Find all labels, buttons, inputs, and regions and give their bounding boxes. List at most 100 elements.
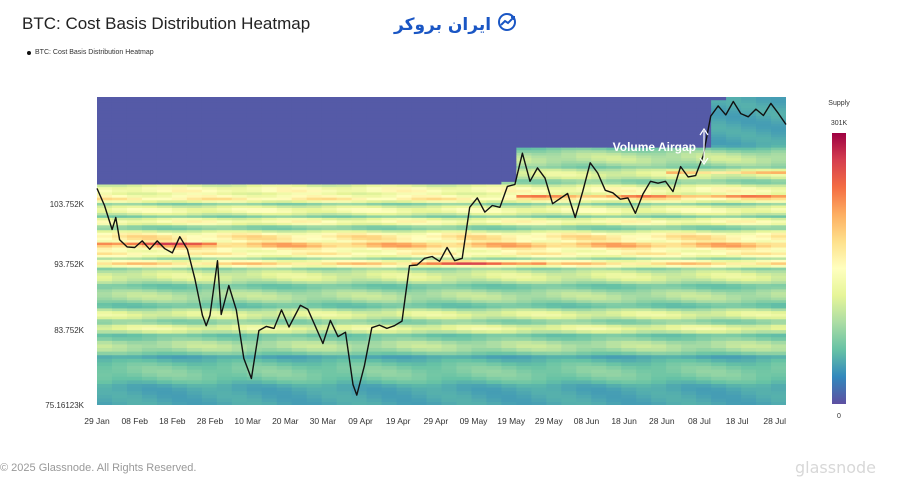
heatmap-cell: [711, 110, 727, 114]
heatmap-cell: [426, 361, 443, 367]
heatmap-cell: [336, 123, 353, 127]
heatmap-cell: [336, 390, 353, 395]
heatmap-cell: [726, 186, 742, 190]
heatmap-cell: [97, 110, 113, 114]
heatmap-cell: [591, 365, 607, 370]
heatmap-cell: [246, 183, 263, 188]
heatmap-cell: [456, 133, 473, 138]
heatmap-cell: [186, 244, 203, 248]
heatmap-cell: [111, 110, 128, 114]
heatmap-cell: [381, 354, 398, 359]
heatmap-cell: [576, 219, 592, 223]
heatmap-cell: [756, 115, 772, 119]
heatmap-cell: [486, 202, 503, 206]
heatmap-cell: [276, 112, 293, 117]
heatmap-cell: [141, 128, 158, 132]
heatmap-cell: [156, 275, 173, 279]
heatmap-cell: [486, 264, 503, 268]
heatmap-cell: [306, 313, 323, 317]
heatmap-cell: [711, 242, 727, 246]
heatmap-cell: [381, 277, 398, 282]
heatmap-cell: [666, 102, 682, 106]
heatmap-cell: [381, 291, 398, 295]
heatmap-cell: [411, 264, 428, 268]
heatmap-cell: [441, 321, 458, 325]
heatmap-cell: [561, 288, 577, 293]
heatmap-cell: [741, 318, 757, 323]
heatmap-cell: [231, 246, 248, 251]
heatmap-cell: [576, 162, 592, 167]
heatmap-cell: [396, 249, 413, 253]
heatmap-cell: [186, 336, 203, 341]
heatmap-cell: [291, 376, 308, 381]
heatmap-cell: [111, 104, 128, 109]
heatmap-cell: [711, 387, 727, 392]
heatmap-cell: [141, 165, 158, 169]
heatmap-cell: [336, 305, 353, 309]
heatmap-cell: [366, 256, 383, 260]
heatmap-cell: [651, 275, 667, 279]
heatmap-cell: [501, 202, 517, 206]
heatmap-cell: [531, 99, 547, 103]
series-legend[interactable]: BTC: Cost Basis Distribution Heatmap: [27, 49, 154, 56]
heatmap-cell: [246, 219, 263, 223]
heatmap-cell: [156, 336, 173, 341]
heatmap-cell: [501, 336, 517, 341]
heatmap-cell: [306, 275, 323, 279]
heatmap-cell: [321, 115, 338, 119]
heatmap-cell: [666, 165, 682, 169]
heatmap-cell: [261, 246, 278, 251]
heatmap-cell: [696, 329, 712, 334]
heatmap-cell: [321, 125, 338, 130]
heatmap-cell: [741, 283, 757, 287]
heatmap-cell: [756, 120, 772, 124]
heatmap-cell: [591, 118, 607, 122]
heatmap-cell: [621, 267, 637, 271]
heatmap-cell: [231, 387, 248, 392]
heatmap-cell: [576, 244, 592, 248]
heatmap-cell: [681, 318, 697, 323]
heatmap-cell: [276, 224, 293, 228]
heatmap-cell: [456, 194, 473, 198]
heatmap-cell: [441, 286, 458, 290]
heatmap-cell: [306, 336, 323, 341]
heatmap-cell: [141, 379, 158, 385]
heatmap-cell: [456, 329, 473, 334]
heatmap-cell: [621, 351, 637, 356]
heatmap-cell: [201, 251, 218, 255]
heatmap-cell: [681, 178, 697, 182]
heatmap-cell: [201, 305, 218, 309]
heatmap-cell: [291, 183, 308, 188]
heatmap-cell: [231, 170, 248, 174]
heatmap-cell: [486, 244, 503, 248]
heatmap-cell: [606, 147, 622, 151]
heatmap-cell: [261, 194, 278, 198]
heatmap-cell: [546, 313, 562, 317]
heatmap-cell: [636, 251, 652, 255]
heatmap-cell: [291, 204, 308, 208]
heatmap-cell: [141, 141, 158, 145]
heatmap-cell: [486, 131, 503, 135]
heatmap-cell: [516, 315, 532, 320]
heatmap-cell: [111, 183, 128, 188]
heatmap-cell: [126, 234, 143, 238]
heatmap-cell: [741, 294, 757, 298]
heatmap-cell: [621, 104, 637, 109]
heatmap-cell: [651, 277, 667, 282]
heatmap-cell: [561, 97, 577, 101]
heatmap-cell: [261, 207, 278, 211]
heatmap-cell: [471, 296, 488, 301]
heatmap-cell: [141, 394, 158, 399]
heatmap-cell: [546, 162, 562, 167]
heatmap-cell: [606, 160, 622, 164]
heatmap-cell: [381, 361, 398, 367]
heatmap-cell: [441, 324, 458, 328]
heatmap-cell: [396, 165, 413, 169]
heatmap-cell: [381, 115, 398, 119]
heatmap-cell: [261, 102, 278, 106]
heatmap-cell: [531, 272, 547, 276]
heatmap-cell: [681, 365, 697, 370]
heatmap-cell: [531, 194, 547, 198]
heatmap-cell: [651, 313, 667, 317]
